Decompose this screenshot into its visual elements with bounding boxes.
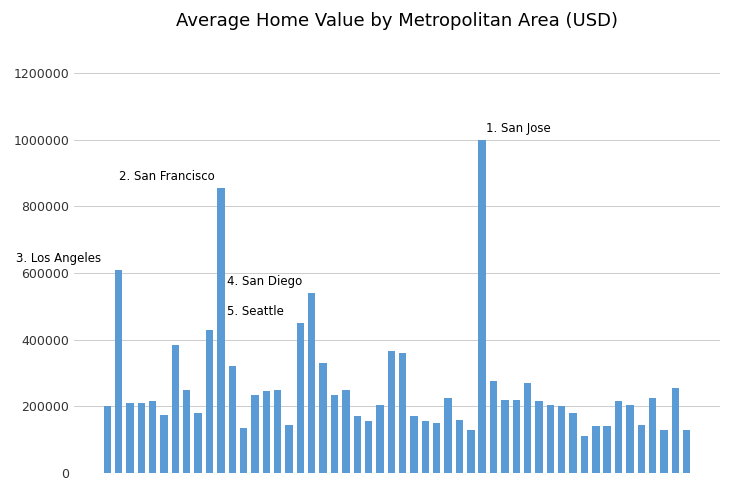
Bar: [524, 383, 531, 473]
Bar: [342, 390, 349, 473]
Bar: [126, 403, 134, 473]
Bar: [263, 391, 270, 473]
Text: 3. Los Angeles: 3. Los Angeles: [16, 252, 102, 265]
Bar: [308, 293, 315, 473]
Bar: [115, 270, 122, 473]
Bar: [547, 405, 554, 473]
Bar: [501, 400, 508, 473]
Bar: [513, 400, 520, 473]
Bar: [581, 436, 588, 473]
Bar: [626, 405, 634, 473]
Bar: [252, 395, 259, 473]
Bar: [615, 401, 623, 473]
Bar: [433, 423, 441, 473]
Bar: [637, 425, 645, 473]
Bar: [683, 430, 690, 473]
Bar: [387, 352, 395, 473]
Bar: [206, 330, 213, 473]
Bar: [467, 430, 475, 473]
Text: 5. Seattle: 5. Seattle: [226, 305, 283, 318]
Bar: [104, 406, 111, 473]
Bar: [171, 345, 179, 473]
Bar: [490, 381, 497, 473]
Bar: [672, 388, 679, 473]
Bar: [456, 420, 463, 473]
Bar: [558, 406, 565, 473]
Bar: [229, 367, 236, 473]
Bar: [194, 413, 202, 473]
Bar: [649, 398, 657, 473]
Bar: [410, 416, 418, 473]
Bar: [297, 323, 304, 473]
Bar: [217, 188, 225, 473]
Text: 2. San Francisco: 2. San Francisco: [119, 170, 214, 183]
Bar: [444, 398, 452, 473]
Bar: [592, 426, 600, 473]
Text: 4. San Diego: 4. San Diego: [226, 275, 302, 288]
Bar: [376, 405, 384, 473]
Bar: [421, 421, 429, 473]
Bar: [353, 416, 361, 473]
Bar: [331, 395, 338, 473]
Bar: [240, 428, 247, 473]
Bar: [274, 390, 281, 473]
Bar: [660, 430, 668, 473]
Bar: [399, 353, 407, 473]
Bar: [137, 403, 145, 473]
Bar: [160, 415, 168, 473]
Bar: [603, 426, 611, 473]
Title: Average Home Value by Metropolitan Area (USD): Average Home Value by Metropolitan Area …: [176, 12, 618, 30]
Bar: [149, 401, 157, 473]
Text: 1. San Jose: 1. San Jose: [485, 122, 551, 135]
Bar: [535, 401, 542, 473]
Bar: [183, 390, 191, 473]
Bar: [365, 421, 372, 473]
Bar: [569, 413, 577, 473]
Bar: [286, 425, 293, 473]
Bar: [479, 140, 486, 473]
Bar: [319, 363, 326, 473]
